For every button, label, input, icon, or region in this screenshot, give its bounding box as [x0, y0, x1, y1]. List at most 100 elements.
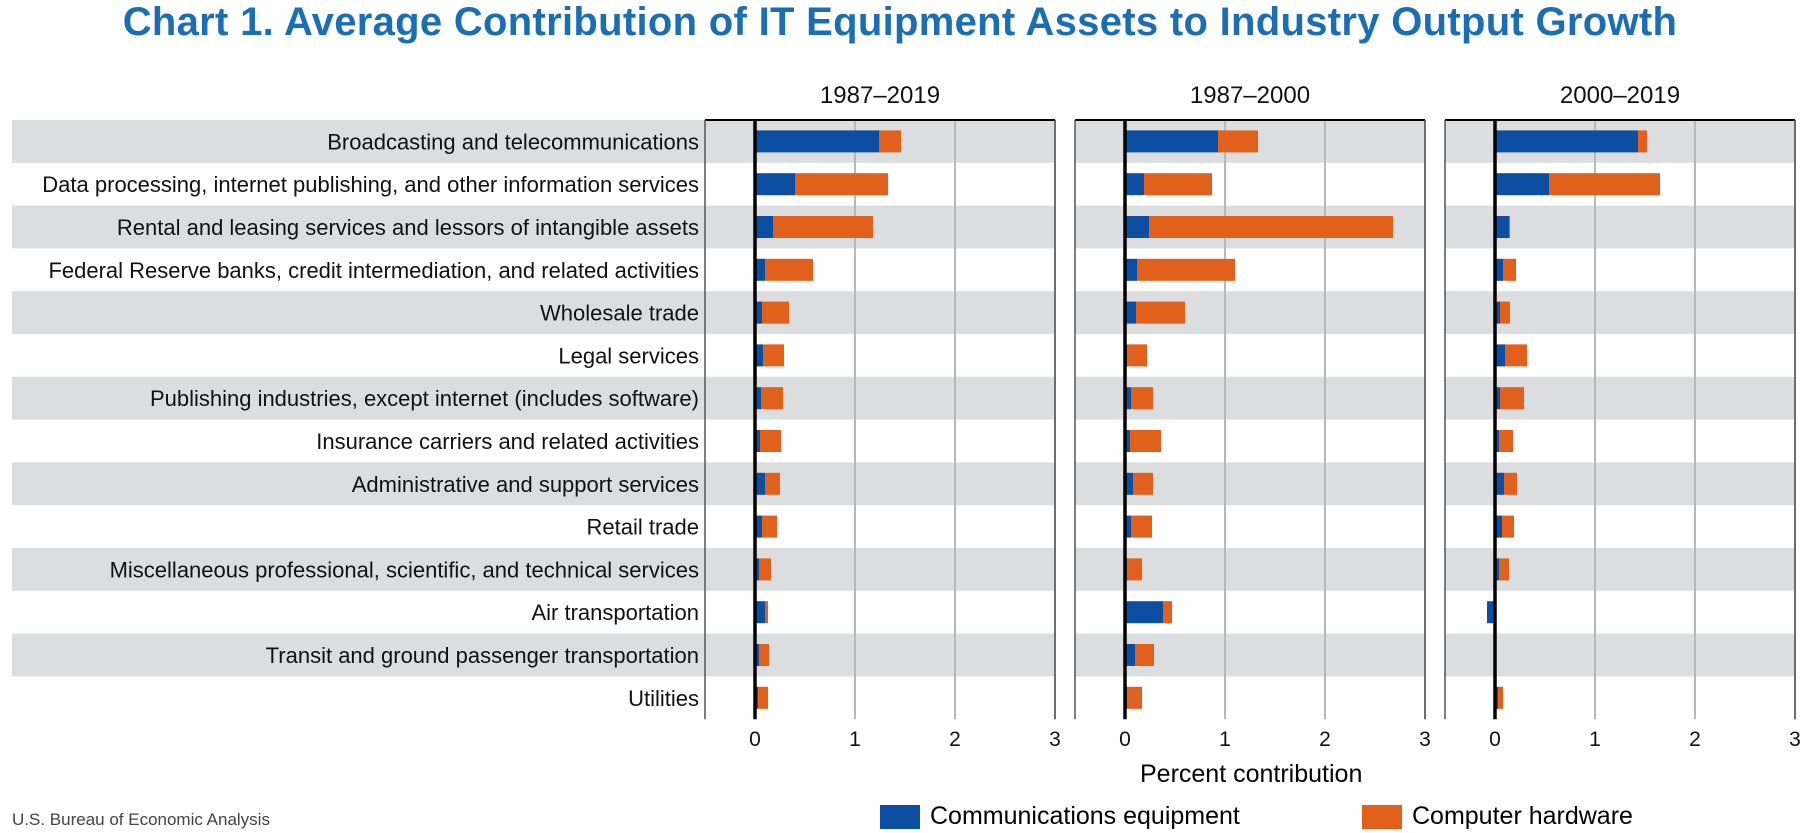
x-tick-label: 0 — [1119, 728, 1131, 751]
bar-communications — [755, 515, 762, 538]
category-label: Insurance carriers and related activitie… — [316, 429, 699, 454]
bar-computer-hardware — [765, 258, 813, 281]
category-label: Wholesale trade — [540, 301, 699, 326]
category-label: Retail trade — [586, 515, 699, 540]
category-label: Air transportation — [531, 600, 699, 625]
bar-communications — [1125, 387, 1131, 410]
legend-label-computer-hardware: Computer hardware — [1412, 802, 1633, 830]
row-stripe — [12, 291, 1795, 334]
bar-computer-hardware — [1127, 686, 1142, 709]
bar-computer-hardware — [760, 430, 781, 452]
bar-computer-hardware — [758, 686, 768, 709]
bar-communications — [755, 387, 761, 410]
bar-computer-hardware — [1502, 515, 1514, 538]
category-label: Publishing industries, except internet (… — [150, 386, 699, 411]
panel-title: 2000–2019 — [1560, 82, 1680, 109]
bar-communications — [755, 558, 759, 581]
bar-computer-hardware — [759, 644, 769, 666]
bar-computer-hardware — [761, 387, 783, 410]
bar-communications — [755, 258, 765, 281]
bar-computer-hardware — [1131, 515, 1152, 538]
bar-communications — [1125, 173, 1144, 196]
bar-computer-hardware — [762, 515, 777, 538]
category-label: Legal services — [558, 343, 699, 368]
bar-communications — [1495, 558, 1499, 581]
bar-communications — [755, 301, 762, 324]
category-label: Miscellaneous professional, scientific, … — [110, 557, 699, 582]
bar-communications — [755, 430, 760, 452]
x-axis-label: Percent contribution — [1140, 760, 1363, 788]
bar-communications — [1495, 130, 1638, 153]
category-label: Rental and leasing services and lessors … — [117, 215, 699, 240]
bar-communications — [1125, 430, 1130, 452]
bar-computer-hardware — [759, 558, 771, 581]
bar-computer-hardware — [1500, 301, 1510, 324]
bar-computer-hardware — [1503, 258, 1516, 281]
legend-item-communications: Communications equipment — [880, 802, 1240, 831]
x-tick-label: 1 — [849, 728, 861, 751]
bar-communications — [1495, 430, 1499, 452]
bar-communications — [1125, 258, 1137, 281]
panel-gap — [1425, 120, 1445, 721]
legend-swatch-computer-hardware — [1362, 804, 1402, 829]
bar-communications — [755, 601, 765, 624]
bar-communications — [1487, 601, 1495, 624]
bar-computer-hardware — [1163, 601, 1172, 624]
bar-communications — [1125, 301, 1136, 324]
x-tick-label: 3 — [1049, 728, 1061, 751]
legend-item-computer-hardware: Computer hardware — [1362, 802, 1633, 831]
category-label: Utilities — [628, 686, 699, 711]
bar-computer-hardware — [1130, 430, 1161, 452]
bar-communications — [1495, 387, 1500, 410]
bar-communications — [755, 344, 763, 367]
bar-communications — [1495, 258, 1503, 281]
bar-computer-hardware — [1137, 258, 1235, 281]
bar-communications — [1125, 472, 1133, 495]
bar-communications — [1125, 644, 1135, 666]
bar-computer-hardware — [1136, 301, 1185, 324]
bar-computer-hardware — [1505, 344, 1527, 367]
bar-computer-hardware — [1500, 387, 1524, 410]
bar-computer-hardware — [762, 301, 789, 324]
bar-communications — [1125, 130, 1218, 153]
bar-communications — [1125, 216, 1149, 238]
bar-communications — [1495, 173, 1549, 196]
x-tick-label: 1 — [1589, 728, 1601, 751]
bar-computer-hardware — [1498, 686, 1503, 709]
bar-communications — [755, 644, 759, 666]
bar-communications — [755, 130, 879, 153]
category-label: Data processing, internet publishing, an… — [42, 172, 699, 197]
bar-computer-hardware — [795, 173, 888, 196]
bar-communications — [755, 472, 765, 495]
bar-computer-hardware — [1135, 644, 1154, 666]
panel-title: 1987–2000 — [1190, 82, 1310, 109]
bar-computer-hardware — [1144, 173, 1212, 196]
x-tick-label: 0 — [1489, 728, 1501, 751]
legend-swatch-communications — [880, 804, 920, 829]
bar-communications — [1495, 515, 1502, 538]
bar-computer-hardware — [1509, 216, 1510, 238]
legend-label-communications: Communications equipment — [930, 802, 1240, 830]
x-tick-label: 3 — [1789, 728, 1800, 751]
bar-computer-hardware — [1504, 472, 1517, 495]
x-tick-label: 0 — [749, 728, 761, 751]
x-tick-label: 2 — [1689, 728, 1701, 751]
bar-computer-hardware — [1149, 216, 1393, 238]
x-tick-label: 2 — [1319, 728, 1331, 751]
x-tick-label: 1 — [1219, 728, 1231, 751]
panel-gap — [1055, 120, 1075, 721]
category-label: Transit and ground passenger transportat… — [266, 643, 699, 668]
category-label: Federal Reserve banks, credit intermedia… — [48, 258, 699, 283]
row-stripe — [12, 462, 1795, 506]
bar-computer-hardware — [879, 130, 901, 153]
source-note: U.S. Bureau of Economic Analysis — [12, 810, 270, 829]
bar-computer-hardware — [1499, 558, 1509, 581]
row-stripe — [12, 633, 1795, 677]
bar-computer-hardware — [763, 344, 784, 367]
bar-computer-hardware — [1133, 472, 1153, 495]
bar-communications — [755, 216, 773, 238]
bar-computer-hardware — [765, 601, 768, 624]
bar-computer-hardware — [765, 472, 780, 495]
panel-title: 1987–2019 — [820, 82, 940, 109]
